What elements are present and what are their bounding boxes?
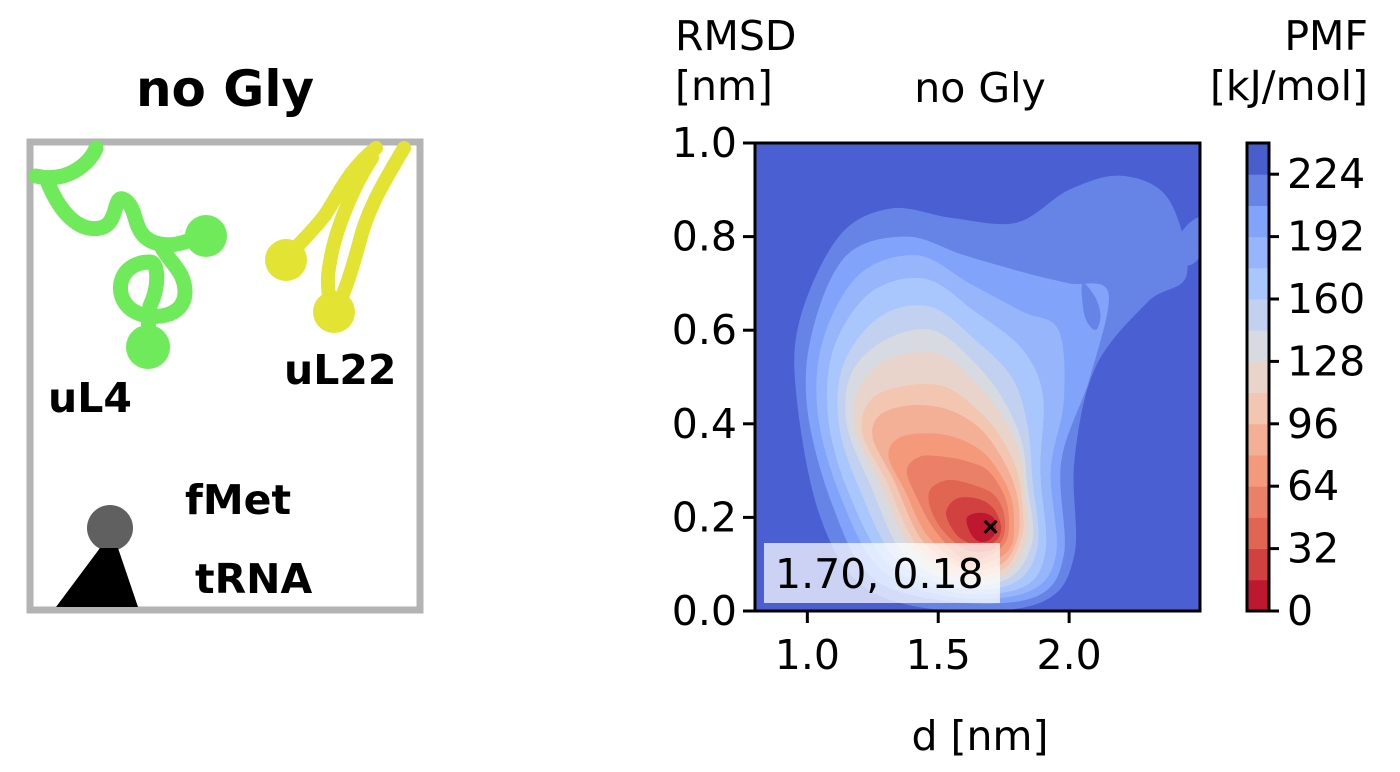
contour-level-16 [966,512,997,542]
tRNA-icon [56,548,138,607]
minimum-label-box [764,543,1000,603]
colorbar-band [1247,205,1269,238]
chart-title: no Gly [914,64,1046,112]
y-tick-label: 1.0 [672,119,737,167]
fMet-icon [87,505,133,551]
minimum-label: 1.70, 0.18 [775,550,984,598]
uL22-end-bottom [313,291,355,333]
schematic-title: no Gly [136,60,314,118]
colorbar-band [1247,579,1269,612]
uL22-label: uL22 [284,346,396,394]
colorbar-tick-label: 160 [1287,275,1365,323]
colorbar-band [1247,330,1269,362]
x-tick-label: 1.0 [775,631,840,679]
uL4-protein-icon [28,140,227,369]
colorbar-label-line2: [kJ/mol] [1210,62,1368,110]
colorbar-band [1247,486,1269,518]
colorbar-band [1247,392,1269,425]
colorbar-band [1247,455,1269,487]
y-axis-label-line2: [nm] [675,62,773,110]
minimum-marker [983,519,998,534]
fMet-label: fMet [185,476,291,524]
uL4-chain [28,140,213,353]
contour-island-2 [1178,217,1200,266]
tRNA-label: tRNA [195,555,312,603]
colorbar-tick-label: 64 [1287,462,1339,510]
y-tick-label: 0.0 [672,587,737,635]
colorbar-band [1247,267,1269,300]
colorbar: 0 32 64 96 128 160 192 224 [1245,141,1365,635]
uL4-label: uL4 [48,374,132,422]
colorbar-frame [1245,141,1271,613]
colorbar-tick-label: 192 [1287,213,1365,261]
uL22-end-left [265,239,307,281]
colorbar-tick-label: 128 [1287,337,1365,385]
colorbar-label-line1: PMF [1284,12,1368,60]
uL4-end-top [185,215,227,257]
plot-frame [753,141,1202,613]
colorbar-band [1247,361,1269,394]
colorbar-tick-label: 96 [1287,400,1339,448]
x-tick-label: 2.0 [1037,631,1102,679]
colorbar-band [1247,423,1269,456]
colorbar-tick-label: 32 [1287,525,1339,573]
x-axis-label: d [nm] [912,712,1049,760]
x-tick-label: 1.5 [906,631,971,679]
colorbar-band [1247,299,1269,331]
contour-island-1 [1081,282,1101,331]
y-tick-label: 0.6 [672,306,737,354]
y-axis-label-line1: RMSD [675,12,796,60]
uL22-protein-icon [265,141,411,333]
colorbar-band [1247,517,1269,550]
colorbar-tick-label: 224 [1287,150,1365,198]
y-axis: 0.0 0.2 0.4 0.6 0.8 1.0 [672,119,755,635]
y-tick-label: 0.4 [672,400,737,448]
x-axis: 1.0 1.5 2.0 [775,611,1102,679]
uL22-chain [279,141,411,317]
colorbar-band [1247,143,1269,175]
y-tick-label: 0.2 [672,493,737,541]
schematic-frame [26,138,424,614]
colorbar-band [1247,548,1269,581]
colorbar-band [1247,236,1269,269]
schematic-panel: no Gly uL4 uL22 fMet tRNA [26,60,424,614]
uL4-end-bottom [126,325,170,369]
pmf-chart: RMSD [nm] no Gly PMF [kJ/mol] 1.70, 0.18… [672,12,1368,760]
y-tick-label: 0.8 [672,213,737,261]
colorbar-tick-label: 0 [1287,587,1313,635]
colorbar-band [1247,174,1269,206]
